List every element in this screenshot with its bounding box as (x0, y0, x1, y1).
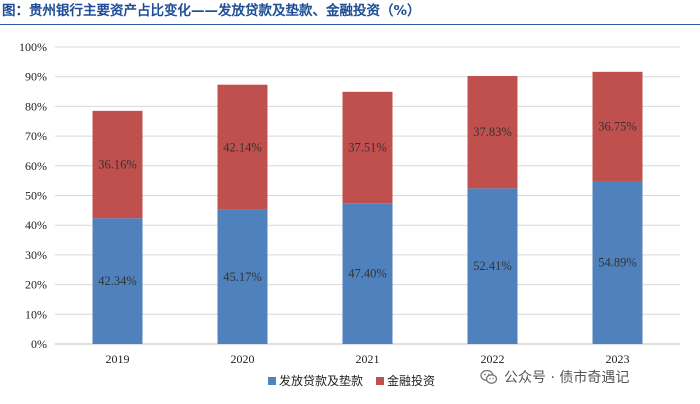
data-label: 45.17% (223, 270, 262, 284)
data-label: 54.89% (598, 255, 637, 269)
bar-segment (342, 91, 393, 204)
data-label: 47.40% (348, 267, 387, 281)
bar-segment (467, 75, 518, 189)
legend-label: 发放贷款及垫款 (279, 373, 363, 388)
bar-segment (92, 218, 143, 344)
x-tick-label: 2022 (481, 352, 505, 366)
data-label: 36.16% (98, 158, 137, 172)
bar-segment (592, 180, 643, 344)
y-tick-label: 40% (25, 218, 47, 232)
legend: 发放贷款及垫款 金融投资 (268, 373, 435, 388)
bar-segment (217, 84, 268, 210)
bars (92, 71, 643, 344)
y-tick-label: 80% (25, 99, 47, 113)
bar-segment (217, 209, 268, 344)
data-label: 37.51% (348, 141, 387, 155)
y-tick-label: 60% (25, 159, 47, 173)
bar-segment (342, 203, 393, 344)
data-label: 42.14% (223, 140, 262, 154)
y-tick-label: 70% (25, 129, 47, 143)
y-tick-label: 90% (25, 70, 47, 84)
title-divider (0, 24, 700, 25)
bar-segment (592, 71, 643, 181)
y-tick-label: 20% (25, 278, 47, 292)
y-tick-label: 0% (31, 337, 47, 351)
chart-title: 图：贵州银行主要资产占比变化——发放贷款及垫款、金融投资（%） (2, 3, 421, 19)
data-label: 36.75% (598, 119, 637, 133)
legend-label: 金融投资 (387, 373, 435, 388)
x-tick-label: 2020 (231, 352, 255, 366)
x-tick-label: 2019 (106, 352, 130, 366)
legend-swatch (268, 377, 276, 385)
data-label: 52.41% (473, 259, 512, 273)
x-tick-label: 2023 (606, 352, 630, 366)
data-label: 37.83% (473, 125, 512, 139)
y-tick-label: 50% (25, 189, 47, 203)
y-tick-label: 10% (25, 307, 47, 321)
data-label: 42.34% (98, 274, 137, 288)
x-tick-label: 2021 (356, 352, 380, 366)
legend-swatch (376, 377, 384, 385)
axes: 0% 10% 20% 30% 40% 50% 60% 70% 80% 90% 100% 2019 202… (19, 40, 680, 366)
watermark: 公众号 · 债市奇遇记 (480, 366, 629, 388)
bar-segment (467, 188, 518, 344)
wechat-icon (480, 369, 498, 384)
bar-segment (92, 110, 143, 219)
watermark-text: 公众号 · 债市奇遇记 (504, 370, 630, 386)
y-tick-label: 30% (25, 248, 47, 262)
data-labels: 42.34% 36.16% 45.17% 42.14% 47.40% 37.51% 52.4… (98, 119, 637, 288)
y-tick-label: 100% (19, 40, 47, 54)
